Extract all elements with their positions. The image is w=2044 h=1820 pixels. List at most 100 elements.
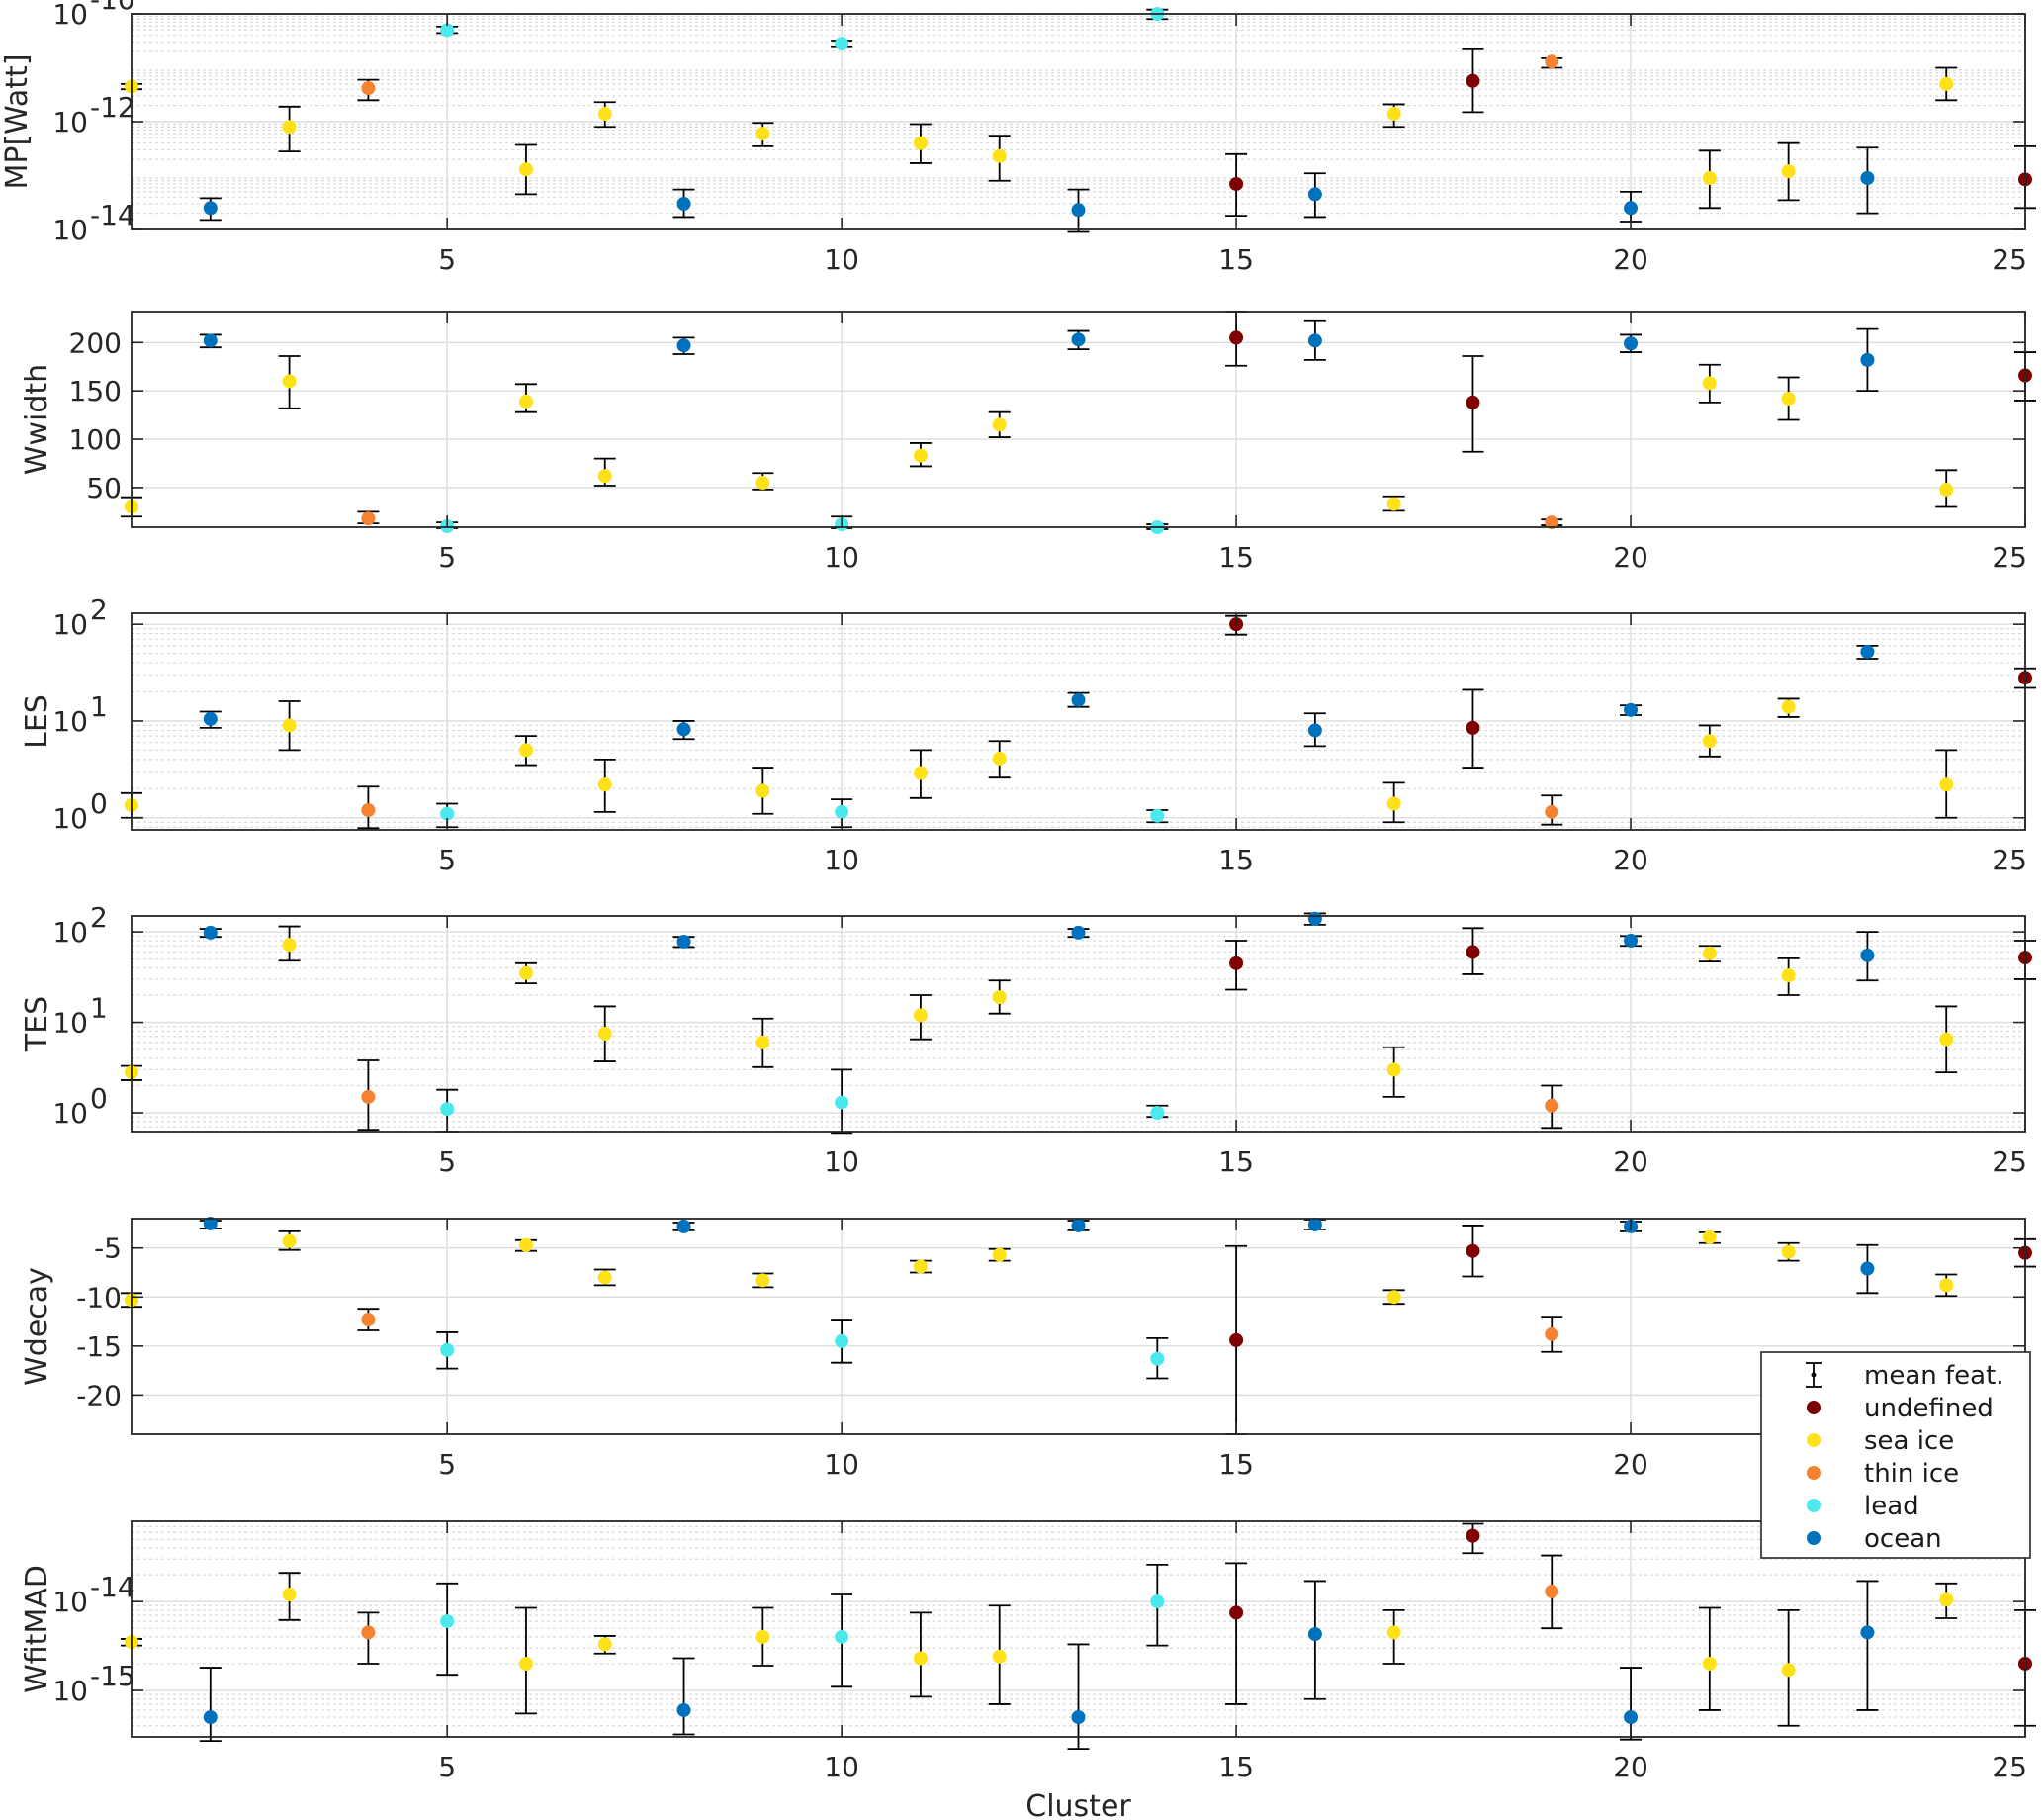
data-point <box>1386 1062 1401 1077</box>
legend-errorbar-dot <box>1811 1372 1817 1378</box>
data-point <box>1150 1594 1165 1609</box>
x-tick-label: 25 <box>1992 541 2027 574</box>
y-tick-label-exponent: 1 <box>90 992 108 1025</box>
data-point <box>1860 1625 1875 1640</box>
y-tick-label-exponent: 2 <box>90 593 108 626</box>
data-point <box>203 711 218 726</box>
data-point <box>1466 73 1480 88</box>
data-point <box>518 394 533 409</box>
data-point <box>1386 497 1401 511</box>
y-tick-label: 10 <box>52 1675 88 1707</box>
x-tick-label: 10 <box>824 1448 859 1481</box>
data-point <box>1860 352 1875 367</box>
data-point <box>597 1270 612 1285</box>
legend-marker <box>1807 1531 1821 1545</box>
data-point <box>755 1629 770 1644</box>
x-tick-label: 10 <box>824 1751 859 1783</box>
axes-frame <box>131 1520 2026 1738</box>
y-axis-title: TES <box>20 996 54 1052</box>
data-point <box>361 1089 376 1104</box>
data-point <box>1939 1592 1954 1607</box>
x-tick-label: 10 <box>824 844 859 876</box>
data-point <box>913 136 928 150</box>
x-tick-label: 20 <box>1613 541 1648 574</box>
data-point <box>1939 482 1954 497</box>
data-point <box>282 1588 297 1602</box>
x-tick-label: 5 <box>438 844 456 876</box>
y-tick-label: 10 <box>52 1586 88 1618</box>
legend-marker <box>1807 1499 1821 1512</box>
y-tick-label: 200 <box>69 326 122 359</box>
y-axis-title: LES <box>20 694 54 749</box>
x-tick-label: 5 <box>438 243 456 276</box>
axes-frame <box>131 915 2026 1133</box>
data-point <box>518 1656 533 1671</box>
data-point <box>1781 1244 1796 1259</box>
x-axis-title: Cluster <box>1025 1789 1131 1820</box>
x-tick-label: 15 <box>1218 1448 1254 1481</box>
data-point <box>1860 1261 1875 1276</box>
data-point <box>1781 1663 1796 1678</box>
y-axis-title: Wwidth <box>20 364 54 475</box>
x-tick-label: 20 <box>1613 1448 1648 1481</box>
data-point <box>835 1333 849 1348</box>
y-tick-label-exponent: 0 <box>90 787 108 820</box>
data-point <box>1229 956 1244 970</box>
x-tick-label: 15 <box>1218 541 1254 574</box>
data-point <box>1702 1656 1717 1671</box>
data-point <box>835 1629 849 1644</box>
y-axis-title: WfitMAD <box>20 1565 54 1693</box>
data-point <box>1545 1584 1559 1598</box>
data-point <box>361 803 376 818</box>
data-point <box>1545 515 1559 530</box>
data-point <box>1071 1710 1086 1725</box>
data-point <box>1071 203 1086 218</box>
data-point <box>282 374 297 389</box>
data-point <box>597 469 612 484</box>
y-tick-label-exponent: -14 <box>90 199 135 231</box>
data-point <box>755 1035 770 1049</box>
data-point <box>1307 1217 1322 1231</box>
data-point <box>1624 702 1639 717</box>
data-point <box>1781 164 1796 179</box>
data-point <box>755 476 770 491</box>
data-point <box>1229 1605 1244 1620</box>
data-point <box>1071 332 1086 347</box>
x-tick-label: 25 <box>1992 844 2027 876</box>
x-tick-label: 10 <box>824 541 859 574</box>
y-tick-label: 10 <box>52 214 88 246</box>
y-tick-label: 50 <box>86 472 122 504</box>
data-point <box>203 925 218 940</box>
axes-frame <box>131 311 2026 528</box>
data-point <box>1466 1528 1480 1543</box>
data-point <box>361 511 376 526</box>
data-point <box>1466 395 1480 410</box>
y-tick-label: 10 <box>52 0 88 31</box>
data-point <box>1545 54 1559 69</box>
data-point <box>282 1233 297 1248</box>
data-point <box>913 1259 928 1274</box>
x-tick-label: 10 <box>824 243 859 276</box>
data-point <box>1466 945 1480 959</box>
data-point <box>1150 1106 1165 1121</box>
data-point <box>1307 723 1322 738</box>
legend-marker <box>1807 1433 1821 1447</box>
data-point <box>835 1095 849 1110</box>
data-point <box>1781 699 1796 714</box>
y-tick-label-exponent: -14 <box>90 1571 135 1603</box>
data-point <box>1702 734 1717 749</box>
data-point <box>992 1649 1007 1664</box>
data-point <box>1071 692 1086 707</box>
x-tick-label: 5 <box>438 541 456 574</box>
legend-label: mean feat. <box>1864 1361 2004 1391</box>
y-tick-label: 100 <box>69 423 122 456</box>
x-tick-label: 5 <box>438 1145 456 1178</box>
x-tick-label: 5 <box>438 1751 456 1783</box>
legend-label: lead <box>1864 1492 1919 1521</box>
data-point <box>676 338 691 353</box>
data-point <box>913 766 928 780</box>
